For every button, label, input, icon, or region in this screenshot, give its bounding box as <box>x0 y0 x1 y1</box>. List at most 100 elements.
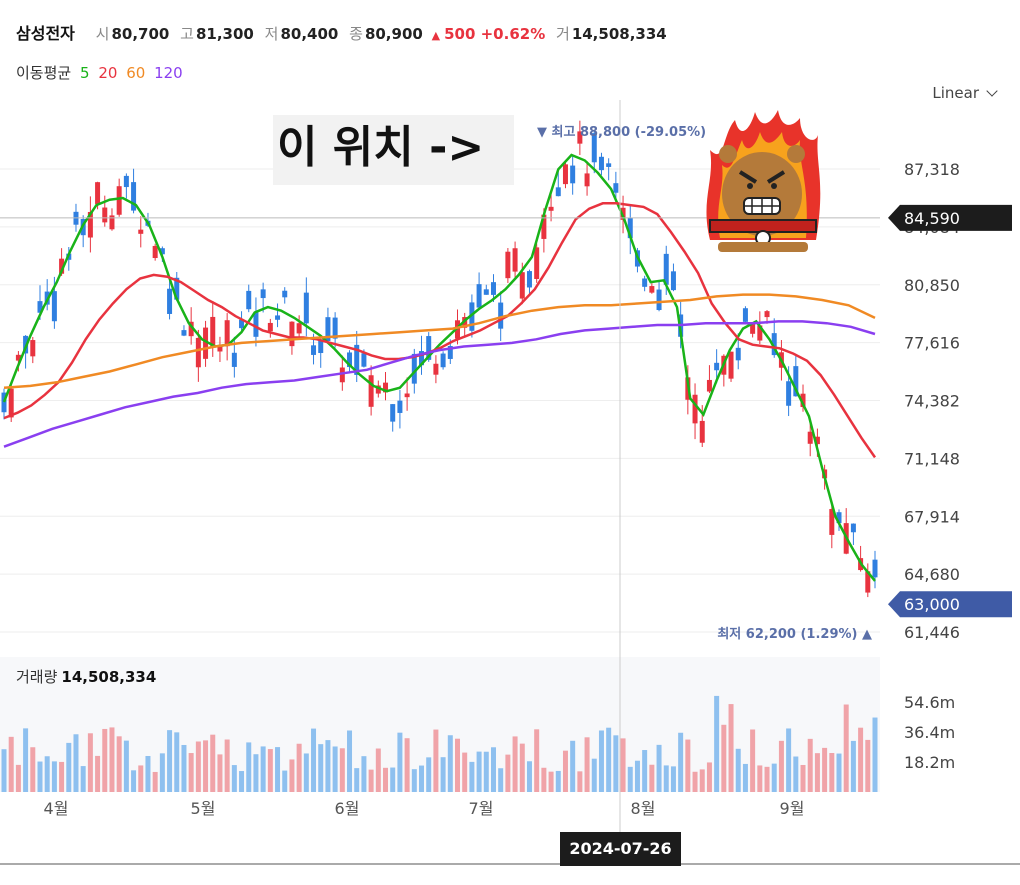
volume-bar <box>282 770 288 792</box>
volume-bar <box>217 754 223 792</box>
volume-bar <box>239 771 245 792</box>
candle-body <box>426 336 432 360</box>
volume-bar <box>692 771 698 792</box>
candle-body <box>260 289 266 299</box>
candle-body <box>354 344 360 375</box>
candle-body <box>483 289 489 295</box>
volume-bar <box>613 735 619 792</box>
volume-bar <box>829 753 835 792</box>
candle-body <box>764 311 770 318</box>
volume-bar <box>210 734 216 792</box>
volume-bar <box>562 750 568 792</box>
volume-bar <box>843 704 849 792</box>
volume-bar <box>519 743 525 792</box>
candle-body <box>325 317 331 342</box>
candle-body <box>548 206 554 211</box>
volume-bar <box>8 736 14 792</box>
volume-bar <box>159 753 165 792</box>
volume-bar <box>534 729 540 792</box>
volume-bar <box>526 761 532 792</box>
candle-body <box>656 289 662 311</box>
volume-bar <box>325 740 331 792</box>
candle-body <box>440 353 446 368</box>
candle-body <box>267 322 273 332</box>
ma-120-label[interactable]: 120 <box>154 64 183 82</box>
candle-body <box>404 393 410 398</box>
candle-body <box>131 182 137 211</box>
volume-value: 14,508,334 <box>571 25 667 43</box>
moving-average-legend: 이동평균 5 20 60 120 <box>16 62 183 83</box>
y-tick-label: 71,148 <box>904 449 960 468</box>
candle-body <box>728 351 734 379</box>
volume-bar <box>872 717 878 792</box>
volume-bar <box>145 755 151 792</box>
volume-bar <box>59 761 65 792</box>
candle-body <box>30 340 36 357</box>
change-value: 500 +0.62% <box>444 25 546 43</box>
candle-body <box>303 292 309 324</box>
volume-bar <box>87 733 93 792</box>
candle-body <box>598 156 604 171</box>
candle-body <box>296 323 302 334</box>
volume-bar <box>663 765 669 792</box>
volume-bar <box>678 732 684 792</box>
candle-body <box>375 385 381 394</box>
volume-title-value: 14,508,334 <box>61 668 157 686</box>
volume-bar <box>433 729 439 792</box>
candle-body <box>534 247 540 279</box>
candle-body <box>361 353 367 367</box>
candle-body <box>339 367 345 383</box>
candle-body <box>512 248 518 272</box>
candle-body <box>807 431 813 444</box>
volume-bar <box>822 747 828 792</box>
volume-bar <box>260 746 266 792</box>
x-month-label: 8월 <box>631 799 656 818</box>
volume-bar <box>735 748 741 792</box>
angry-character-sticker <box>706 110 821 252</box>
candle-body <box>311 345 317 355</box>
candle-body <box>253 312 259 337</box>
volume-bar <box>685 739 691 792</box>
ma-legend-label: 이동평균 <box>16 64 72 82</box>
volume-bar <box>152 771 158 792</box>
candle-body <box>469 302 475 331</box>
volume-bar <box>303 753 309 792</box>
volume-bar <box>670 766 676 792</box>
last-price-label: 63,000 <box>904 595 960 614</box>
candle-body <box>642 278 648 287</box>
volume-bar <box>138 765 144 792</box>
crosshair-price-tag <box>888 204 1012 231</box>
volume-label: 거 <box>556 25 570 43</box>
high-value: 81,300 <box>195 25 254 43</box>
candle-body <box>411 353 417 384</box>
candle-body <box>397 400 403 413</box>
candle-body <box>670 271 676 291</box>
volume-bar <box>375 748 381 792</box>
volume-bar <box>462 752 468 792</box>
y-tick-label: 80,850 <box>904 276 960 295</box>
stock-name: 삼성전자 <box>16 24 75 43</box>
ma-20-label[interactable]: 20 <box>98 64 118 82</box>
volume-bar <box>541 767 547 792</box>
volume-bar <box>267 749 273 792</box>
volume-bar <box>411 769 417 792</box>
candle-body <box>699 420 705 443</box>
volume-bar <box>778 740 784 792</box>
close-value: 80,900 <box>364 25 423 43</box>
volume-bar <box>850 740 856 792</box>
volume-bar <box>397 732 403 792</box>
volume-bar <box>584 737 590 792</box>
open-value: 80,700 <box>111 25 170 43</box>
volume-bar <box>764 766 770 792</box>
volume-bar <box>174 732 180 792</box>
ma-5-label[interactable]: 5 <box>79 64 90 82</box>
candle-body <box>231 352 237 367</box>
scale-dropdown[interactable]: Linear <box>932 84 998 102</box>
candle-body <box>275 315 281 320</box>
candle-body <box>15 354 21 361</box>
volume-bar <box>750 729 756 792</box>
y-tick-label: 61,446 <box>904 623 960 642</box>
volume-bar <box>598 730 604 792</box>
ma-60-label[interactable]: 60 <box>126 64 146 82</box>
